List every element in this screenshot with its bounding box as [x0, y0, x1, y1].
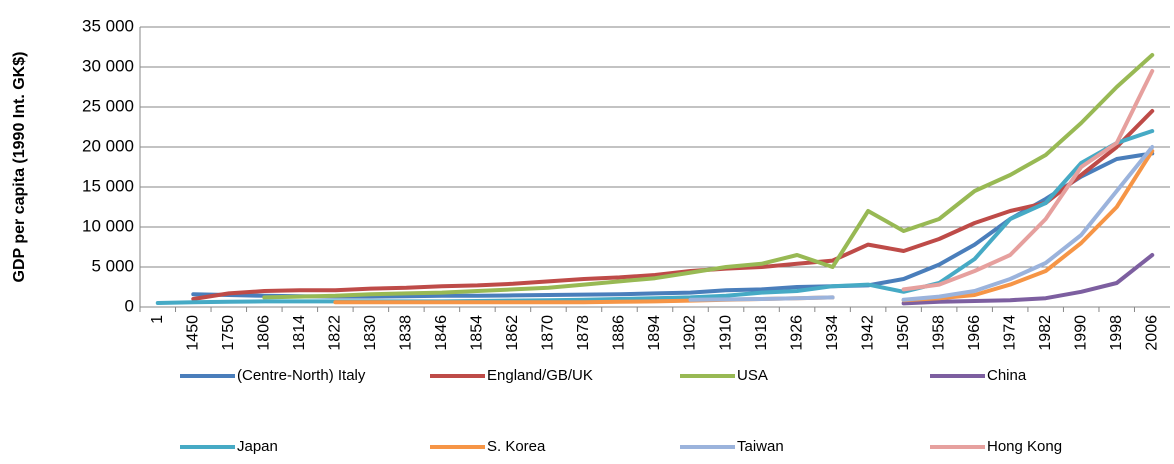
legend-label: Japan — [237, 438, 278, 455]
x-tick-label: 1886 — [611, 315, 628, 351]
x-tick-label: 1862 — [504, 315, 521, 351]
x-tick-label: 1838 — [398, 315, 415, 351]
y-tick-label: 35 000 — [82, 16, 134, 35]
x-tick-label: 1870 — [540, 315, 557, 351]
series-line — [262, 53, 1155, 300]
x-tick-label: 1982 — [1037, 315, 1054, 351]
x-tick-label: 1830 — [362, 315, 379, 351]
y-tick-label: 5 000 — [91, 256, 134, 275]
y-axis-label: GDP per capita (1990 Int. GK$) — [11, 52, 28, 283]
x-tick-label: 2006 — [1143, 315, 1160, 351]
y-tick-label: 25 000 — [82, 96, 134, 115]
x-tick-label: 1934 — [824, 315, 841, 351]
y-tick-label: 0 — [125, 296, 134, 315]
legend-label: Hong Kong — [987, 438, 1062, 455]
series-line — [191, 109, 1155, 301]
x-tick-label: 1806 — [256, 315, 273, 351]
x-tick-label: 1894 — [646, 315, 663, 351]
x-tick-label: 1 — [149, 315, 166, 324]
x-tick-label: 1950 — [895, 315, 912, 351]
x-tick-label: 1822 — [327, 315, 344, 351]
y-tick-label: 30 000 — [82, 56, 134, 75]
x-tick-label: 1846 — [433, 315, 450, 351]
legend-label: USA — [737, 367, 768, 384]
x-tick-label: 1902 — [682, 315, 699, 351]
x-tick-label: 1450 — [184, 315, 201, 351]
series-line — [688, 145, 1155, 302]
x-tick-label: 1910 — [717, 315, 734, 351]
x-tick-label: 1854 — [469, 315, 486, 351]
series-line — [901, 69, 1155, 292]
x-tick-label: 1966 — [966, 315, 983, 351]
x-tick-label: 1926 — [788, 315, 805, 351]
x-tick-label: 1942 — [859, 315, 876, 351]
series-line — [901, 253, 1155, 306]
x-tick-label: 1958 — [930, 315, 947, 351]
x-tick-label: 1878 — [575, 315, 592, 351]
legend-label: S. Korea — [487, 438, 546, 455]
legend-label: China — [987, 367, 1027, 384]
y-tick-label: 10 000 — [82, 216, 134, 235]
legend-label: (Centre-North) Italy — [237, 367, 366, 384]
x-tick-label: 1918 — [753, 315, 770, 351]
series-line — [155, 129, 1155, 305]
x-tick-label: 1990 — [1072, 315, 1089, 351]
y-tick-label: 20 000 — [82, 136, 134, 155]
legend-label: England/GB/UK — [487, 367, 593, 384]
x-tick-label: 1998 — [1108, 315, 1125, 351]
legend-label: Taiwan — [737, 438, 784, 455]
x-tick-label: 1814 — [291, 315, 308, 351]
y-tick-label: 15 000 — [82, 176, 134, 195]
x-tick-label: 1750 — [220, 315, 237, 351]
x-tick-label: 1974 — [1001, 315, 1018, 351]
